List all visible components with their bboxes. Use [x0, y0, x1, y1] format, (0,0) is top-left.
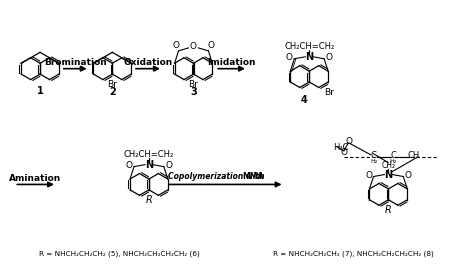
Text: CH₂CH=CH₂: CH₂CH=CH₂	[284, 43, 334, 51]
Text: H₃C: H₃C	[333, 143, 349, 152]
Text: O: O	[326, 53, 333, 62]
Text: N: N	[145, 160, 153, 170]
Text: O: O	[172, 41, 179, 50]
Text: C: C	[391, 151, 396, 160]
Text: Oxidation: Oxidation	[123, 58, 173, 67]
Text: O: O	[208, 41, 215, 50]
Text: R = NHCH₂CH₂CH₂ (5), NHCH₂CH₂CH₂CH₂ (6): R = NHCH₂CH₂CH₂ (5), NHCH₂CH₂CH₂CH₂ (6)	[39, 250, 200, 257]
Text: Br: Br	[108, 80, 117, 89]
Text: Br: Br	[189, 80, 199, 89]
Text: H₂: H₂	[370, 159, 377, 164]
Text: 1: 1	[36, 86, 44, 96]
Text: O: O	[286, 53, 293, 62]
Text: Copolymerization with: Copolymerization with	[168, 172, 267, 181]
Text: R = NHCH₂CH₂CH₂ (7), NHCH₂CH₂CH₂CH₂ (8): R = NHCH₂CH₂CH₂ (7), NHCH₂CH₂CH₂CH₂ (8)	[273, 250, 434, 257]
Text: O: O	[405, 171, 412, 180]
Text: CH: CH	[407, 151, 419, 160]
Text: R: R	[146, 195, 152, 205]
Text: O: O	[126, 161, 133, 170]
Text: O: O	[190, 43, 197, 51]
Text: O: O	[346, 137, 352, 147]
Text: O: O	[365, 171, 372, 180]
Text: O: O	[165, 161, 172, 170]
Text: MMA: MMA	[242, 172, 264, 181]
Text: H₂: H₂	[390, 159, 397, 164]
Text: N: N	[305, 52, 313, 62]
Text: 4: 4	[301, 95, 308, 105]
Text: CH₂: CH₂	[381, 161, 395, 170]
Text: Imidation: Imidation	[207, 58, 256, 67]
Text: C: C	[371, 151, 376, 160]
Text: N: N	[384, 169, 392, 180]
Text: R: R	[385, 205, 392, 215]
Text: CH₂CH=CH₂: CH₂CH=CH₂	[124, 150, 174, 159]
Text: 2: 2	[109, 87, 116, 97]
Text: 3: 3	[190, 87, 197, 97]
Text: Br: Br	[324, 88, 334, 97]
Text: O: O	[340, 148, 347, 157]
Text: Amination: Amination	[9, 174, 61, 183]
Text: Bromination: Bromination	[44, 58, 107, 67]
